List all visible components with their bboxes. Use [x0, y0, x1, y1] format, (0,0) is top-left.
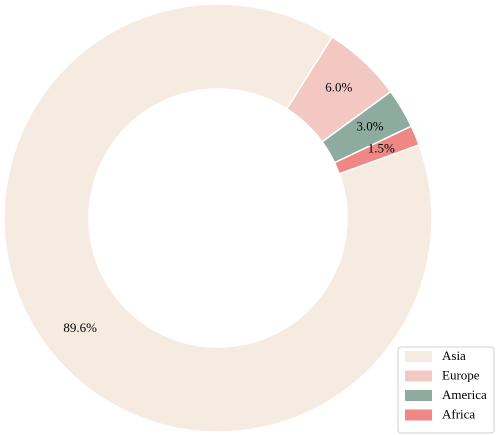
slice-label-africa: 1.5%	[368, 141, 395, 156]
slice-africa	[333, 125, 421, 175]
slice-labels: 89.6% 6.0% 3.0% 1.5%	[63, 80, 395, 335]
legend-label-africa: Africa	[442, 406, 475, 421]
legend-swatch-europe	[405, 370, 432, 382]
slice-label-europe: 6.0%	[325, 80, 352, 95]
slice-label-asia: 89.6%	[63, 320, 97, 335]
donut-slices	[3, 3, 433, 433]
legend-swatch-africa	[405, 409, 432, 421]
slice-asia	[3, 3, 433, 433]
slice-label-america: 3.0%	[357, 118, 384, 133]
legend-label-asia: Asia	[442, 348, 466, 363]
legend-swatch-america	[405, 390, 432, 401]
chart-legend: Asia Europe America Africa	[397, 346, 495, 434]
legend-label-america: America	[442, 387, 487, 402]
legend-label-europe: Europe	[442, 367, 480, 382]
legend-swatch-asia	[405, 351, 432, 362]
